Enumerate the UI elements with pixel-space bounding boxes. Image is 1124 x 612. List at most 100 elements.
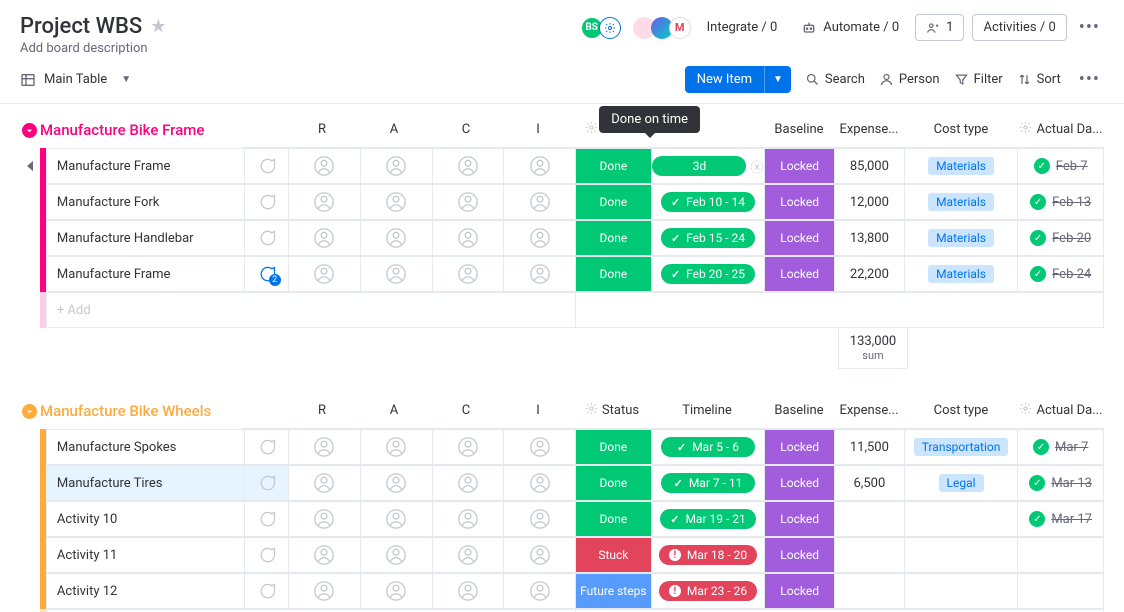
raci-i[interactable] bbox=[504, 429, 576, 465]
raci-a[interactable] bbox=[361, 148, 433, 184]
column-header[interactable]: R bbox=[286, 112, 358, 148]
board-description[interactable]: Add board description bbox=[20, 41, 166, 56]
raci-a[interactable] bbox=[361, 256, 433, 292]
costtype-cell[interactable]: Transportation bbox=[905, 429, 1019, 465]
actual-cell[interactable]: ✓Mar 13 bbox=[1018, 465, 1104, 501]
group-title[interactable]: Manufacture Bike Wheels bbox=[40, 402, 211, 420]
timeline-cell[interactable]: Mar 5 - 6 bbox=[652, 429, 766, 465]
status-cell[interactable]: Done bbox=[576, 465, 652, 501]
baseline-cell[interactable]: Locked bbox=[765, 501, 835, 537]
table-row[interactable]: Manufacture Frame Done 3dⓧ Locked 85,000… bbox=[20, 148, 1104, 184]
invite-button[interactable]: 1 bbox=[915, 14, 964, 41]
raci-a[interactable] bbox=[361, 537, 433, 573]
status-cell[interactable]: Future steps bbox=[576, 573, 652, 609]
baseline-cell[interactable]: Locked bbox=[765, 537, 835, 573]
column-header[interactable]: Actual Da... bbox=[1018, 393, 1104, 429]
raci-a[interactable] bbox=[361, 573, 433, 609]
row-handle[interactable] bbox=[20, 184, 40, 220]
costtype-cell[interactable]: Materials bbox=[905, 148, 1019, 184]
filter-button[interactable]: Filter bbox=[954, 72, 1003, 87]
expense-cell[interactable] bbox=[835, 537, 905, 573]
costtype-cell[interactable]: Materials bbox=[905, 184, 1019, 220]
raci-a[interactable] bbox=[361, 465, 433, 501]
raci-c[interactable] bbox=[433, 429, 505, 465]
expense-cell[interactable]: 13,800 bbox=[835, 220, 905, 256]
table-row[interactable]: Manufacture Spokes Done Mar 5 - 6 Locked… bbox=[20, 429, 1104, 465]
status-cell[interactable]: Done bbox=[576, 256, 652, 292]
chat-cell[interactable] bbox=[245, 148, 289, 184]
column-header[interactable]: Actual Da... bbox=[1018, 112, 1104, 148]
chevron-down-icon[interactable]: ▼ bbox=[121, 74, 131, 85]
actual-cell[interactable]: ✓Feb 7 bbox=[1018, 148, 1104, 184]
raci-r[interactable] bbox=[289, 537, 361, 573]
chat-cell[interactable] bbox=[245, 184, 289, 220]
raci-r[interactable] bbox=[289, 184, 361, 220]
row-handle[interactable] bbox=[20, 220, 40, 256]
row-handle[interactable] bbox=[20, 256, 40, 292]
chat-cell[interactable]: 2 bbox=[245, 256, 289, 292]
status-cell[interactable]: Stuck bbox=[576, 537, 652, 573]
actual-cell[interactable]: ✓Feb 20 bbox=[1018, 220, 1104, 256]
timeline-cell[interactable]: Mar 19 - 21 bbox=[652, 501, 766, 537]
raci-c[interactable] bbox=[433, 501, 505, 537]
raci-i[interactable] bbox=[504, 184, 576, 220]
group-title[interactable]: Manufacture Bike Frame bbox=[40, 121, 204, 139]
table-row[interactable]: Manufacture Frame 2 Done Feb 20 - 25 Loc… bbox=[20, 256, 1104, 292]
integration-icons[interactable]: M bbox=[639, 17, 691, 39]
table-row[interactable]: Manufacture Tires Done Mar 7 - 11 Locked… bbox=[20, 465, 1104, 501]
column-header[interactable]: Baseline bbox=[764, 112, 834, 148]
status-cell[interactable]: Done bbox=[576, 501, 652, 537]
raci-r[interactable] bbox=[289, 220, 361, 256]
raci-c[interactable] bbox=[433, 184, 505, 220]
raci-i[interactable] bbox=[504, 148, 576, 184]
actual-cell[interactable]: ✓Mar 7 bbox=[1018, 429, 1104, 465]
actual-cell[interactable]: ✓Mar 17 bbox=[1018, 501, 1104, 537]
timeline-cell[interactable]: Feb 20 - 25 bbox=[652, 256, 766, 292]
column-header[interactable]: R bbox=[286, 393, 358, 429]
item-name[interactable]: Activity 12 bbox=[46, 573, 245, 609]
item-name[interactable]: Activity 10 bbox=[46, 501, 245, 537]
more-menu-icon[interactable]: ••• bbox=[1075, 69, 1104, 90]
row-handle[interactable] bbox=[20, 573, 40, 609]
raci-i[interactable] bbox=[504, 465, 576, 501]
raci-c[interactable] bbox=[433, 465, 505, 501]
item-name[interactable]: Manufacture Frame bbox=[46, 148, 245, 184]
actual-cell[interactable]: ✓Feb 13 bbox=[1018, 184, 1104, 220]
timeline-cell[interactable]: Feb 15 - 24 bbox=[652, 220, 766, 256]
column-header[interactable]: Baseline bbox=[764, 393, 834, 429]
search-button[interactable]: Search bbox=[805, 72, 865, 87]
close-icon[interactable]: ⓧ bbox=[750, 157, 763, 176]
chevron-down-icon[interactable]: ▼ bbox=[765, 68, 791, 91]
table-row[interactable]: Activity 12 Future steps Mar 23 - 26 Loc… bbox=[20, 573, 1104, 609]
column-header[interactable]: Cost type bbox=[904, 112, 1018, 148]
actual-cell[interactable]: ✓Feb 24 bbox=[1018, 256, 1104, 292]
automate-button[interactable]: Automate / 0 bbox=[793, 15, 907, 41]
column-header[interactable]: Expense... bbox=[834, 393, 904, 429]
column-header[interactable]: C bbox=[430, 393, 502, 429]
avatar[interactable] bbox=[599, 17, 621, 39]
table-row[interactable]: Manufacture Fork Done Feb 10 - 14 Locked… bbox=[20, 184, 1104, 220]
raci-r[interactable] bbox=[289, 256, 361, 292]
row-handle[interactable] bbox=[20, 429, 40, 465]
raci-i[interactable] bbox=[504, 256, 576, 292]
baseline-cell[interactable]: Locked bbox=[765, 220, 835, 256]
timeline-cell[interactable]: Mar 7 - 11 bbox=[652, 465, 766, 501]
item-name[interactable]: Manufacture Fork bbox=[46, 184, 245, 220]
raci-a[interactable] bbox=[361, 429, 433, 465]
actual-cell[interactable] bbox=[1018, 537, 1104, 573]
expense-cell[interactable] bbox=[835, 573, 905, 609]
raci-a[interactable] bbox=[361, 184, 433, 220]
collapse-toggle[interactable] bbox=[20, 123, 38, 138]
expense-cell[interactable]: 11,500 bbox=[835, 429, 905, 465]
item-name[interactable]: Manufacture Frame bbox=[46, 256, 245, 292]
integrate-button[interactable]: Integrate / 0 bbox=[699, 15, 786, 40]
raci-c[interactable] bbox=[433, 148, 505, 184]
raci-c[interactable] bbox=[433, 537, 505, 573]
baseline-cell[interactable]: Locked bbox=[765, 465, 835, 501]
item-name[interactable]: Manufacture Spokes bbox=[46, 429, 245, 465]
view-name[interactable]: Main Table bbox=[44, 72, 107, 87]
baseline-cell[interactable]: Locked bbox=[765, 148, 835, 184]
timeline-cell[interactable]: Mar 23 - 26 bbox=[652, 573, 766, 609]
costtype-cell[interactable] bbox=[905, 501, 1019, 537]
column-header[interactable]: I bbox=[502, 393, 574, 429]
